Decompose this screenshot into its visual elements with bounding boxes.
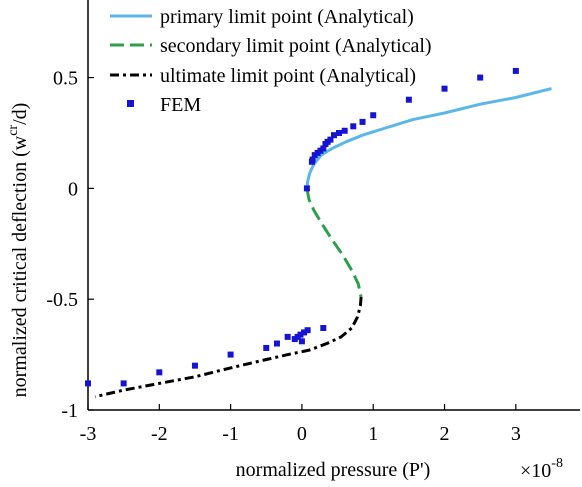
x-tick-label: 3 (511, 423, 521, 445)
fem-point (85, 380, 91, 387)
fem-point (284, 333, 291, 340)
x-tick-label: 0 (297, 423, 307, 445)
fem-point (156, 369, 163, 376)
x-axis-exponent: ×10-8 (520, 456, 563, 482)
x-tick-label: -1 (222, 423, 239, 445)
fem-point (291, 336, 298, 343)
fem-point (263, 344, 270, 351)
fem-point (227, 351, 234, 358)
fem-point (335, 129, 342, 136)
series-line-0 (305, 87, 552, 189)
fem-point (477, 74, 484, 81)
legend-label-ultimate: ultimate limit point (Analytical) (160, 65, 416, 87)
legend-label-primary: primary limit point (Analytical) (160, 6, 414, 28)
fem-point (303, 185, 310, 192)
fem-point (120, 380, 127, 387)
x-exponent-power: -8 (551, 456, 563, 471)
data-series (94, 87, 552, 399)
fem-point (359, 118, 366, 125)
fem-markers (85, 67, 519, 387)
series-line-2 (94, 296, 363, 399)
x-tick-label: 2 (440, 423, 450, 445)
fem-point (320, 145, 327, 152)
fem-point (191, 362, 198, 369)
y-tick-label: -0.5 (46, 289, 78, 311)
y-label-main: normalized critical deflection (w (9, 135, 31, 397)
fem-point (341, 127, 348, 134)
fem-point (370, 112, 377, 119)
y-axis-label: normalized critical deflection (wcr/d) (6, 103, 31, 398)
x-exponent-base: ×10 (520, 460, 551, 482)
y-tick-label: -1 (61, 400, 78, 422)
legend-marker-fem (127, 100, 134, 107)
x-tick-label: -3 (80, 423, 97, 445)
legend: primary limit point (Analytical) seconda… (110, 6, 432, 116)
fem-point (327, 136, 334, 143)
fem-point (309, 156, 316, 163)
fem-point (350, 123, 357, 130)
fem-point (298, 338, 305, 345)
fem-point (301, 329, 308, 336)
fem-point (331, 132, 337, 139)
tick-labels: -3 -2 -1 0 1 2 3 -1 -0.5 0 0.5 (46, 68, 520, 445)
series-line-1 (305, 188, 363, 298)
fem-point (273, 340, 280, 347)
legend-label-secondary: secondary limit point (Analytical) (160, 35, 432, 57)
y-tick-label: 0 (68, 178, 78, 200)
y-label-sup: cr (6, 125, 21, 136)
x-axis-label: normalized pressure (P') (236, 459, 431, 481)
legend-label-fem: FEM (160, 94, 201, 116)
fem-point (441, 85, 448, 92)
x-tick-label: -2 (151, 423, 168, 445)
fem-point (320, 325, 327, 331)
x-tick-label: 1 (368, 423, 378, 445)
plot-axes (87, 0, 580, 411)
fem-point (405, 96, 412, 103)
y-label-tail: /d) (9, 103, 31, 125)
fem-point (304, 327, 311, 334)
y-tick-label: 0.5 (53, 68, 78, 90)
fem-point (512, 67, 519, 74)
